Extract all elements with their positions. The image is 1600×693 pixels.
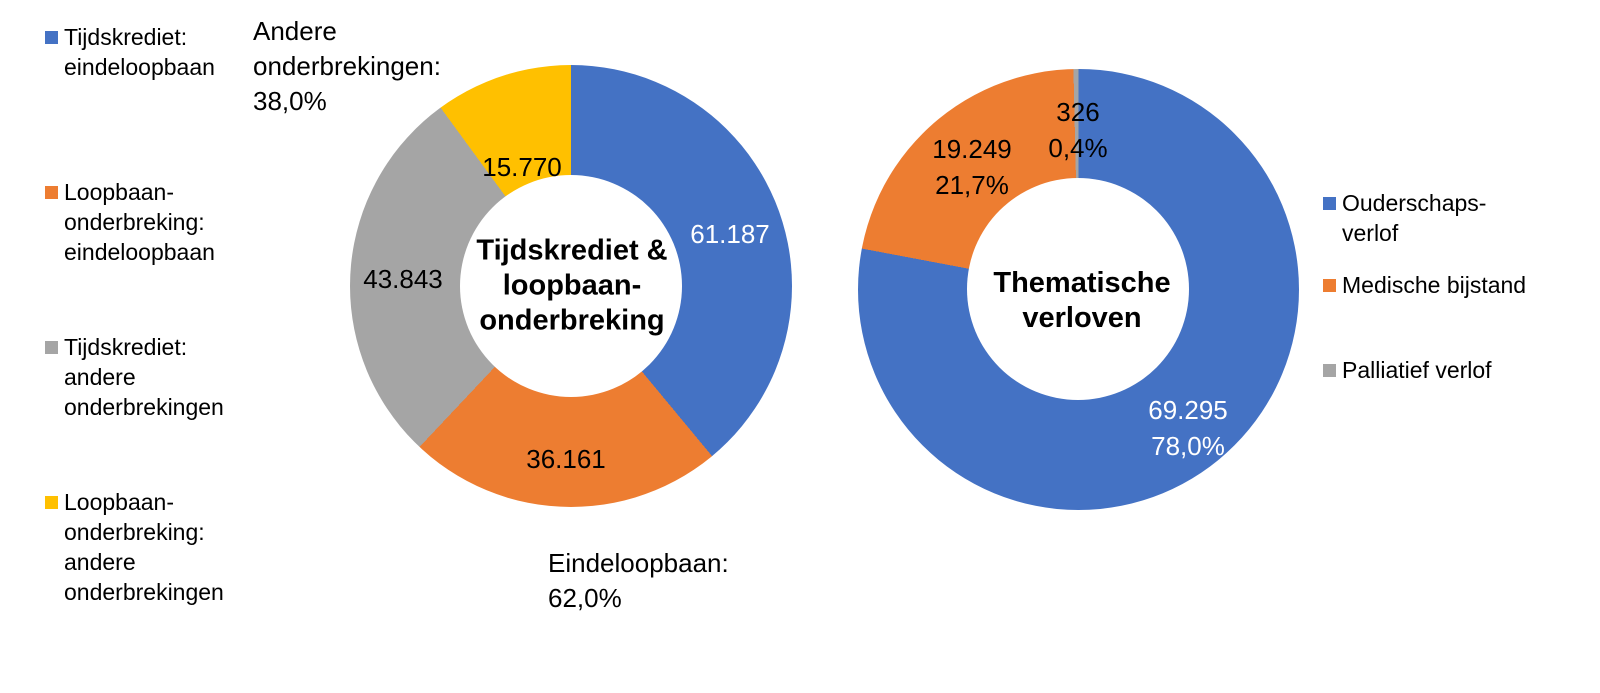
legend-item-palliatief-verlof: Palliatief verlof — [1323, 355, 1492, 385]
legend-label: Tijdskrediet: andere onderbrekingen — [64, 334, 224, 420]
slice-label-medische-bijstand: 19.249 21,7% — [932, 134, 1012, 200]
donut-center-title-left: Tijdskrediet & loopbaan- onderbreking — [476, 234, 668, 337]
legend-item-loopbaanonderbreking-eindeloopbaan: Loopbaan- onderbreking: eindeloopbaan — [45, 177, 215, 267]
legend-item-tijdskrediet-eindeloopbaan: Tijdskrediet: eindeloopbaan — [45, 22, 215, 82]
legend-swatch-blue — [45, 31, 58, 44]
slice-label-tijdskrediet-andere: 43.843 — [363, 264, 443, 294]
legend-label: Medische bijstand — [1342, 272, 1527, 298]
legend-swatch-gray — [1323, 364, 1336, 377]
slice-label-ouderschapsverlof: 69.295 78,0% — [1148, 395, 1228, 461]
donut-hole — [967, 178, 1189, 400]
legend-swatch-blue — [1323, 197, 1336, 210]
annotation-eindeloopbaan: Eindeloopbaan: 62,0% — [548, 548, 729, 613]
slice-label-loopbaanonderbreking-eindeloopbaan: 36.161 — [526, 444, 606, 474]
legend-item-medische-bijstand: Medische bijstand — [1323, 270, 1526, 300]
legend-item-loopbaanonderbreking-andere: Loopbaan- onderbreking: andere onderbrek… — [45, 487, 224, 607]
legend-item-ouderschapsverlof: Ouderschaps- verlof — [1323, 188, 1486, 248]
slice-label-loopbaanonderbreking-andere: 15.770 — [482, 152, 562, 182]
donut-hole — [460, 175, 682, 397]
legend-swatch-gray — [45, 341, 58, 354]
legend-label: Loopbaan- onderbreking: eindeloopbaan — [64, 179, 215, 265]
legend-label: Tijdskrediet: eindeloopbaan — [64, 24, 215, 80]
legend-swatch-yellow — [45, 496, 58, 509]
slice-label-tijdskrediet-eindeloopbaan: 61.187 — [690, 219, 770, 249]
legend-label: Loopbaan- onderbreking: andere onderbrek… — [64, 489, 224, 605]
annotation-andere-onderbrekingen: Andere onderbrekingen: 38,0% — [253, 16, 441, 116]
legend-item-tijdskrediet-andere: Tijdskrediet: andere onderbrekingen — [45, 332, 224, 422]
slice-label-palliatief-verlof: 326 0,4% — [1048, 97, 1108, 163]
legend-label: Ouderschaps- verlof — [1342, 190, 1487, 246]
donut-center-title-right: Thematische verloven — [993, 267, 1171, 334]
legend-swatch-orange — [1323, 279, 1336, 292]
legend-label: Palliatief verlof — [1342, 357, 1492, 383]
legend-swatch-orange — [45, 186, 58, 199]
